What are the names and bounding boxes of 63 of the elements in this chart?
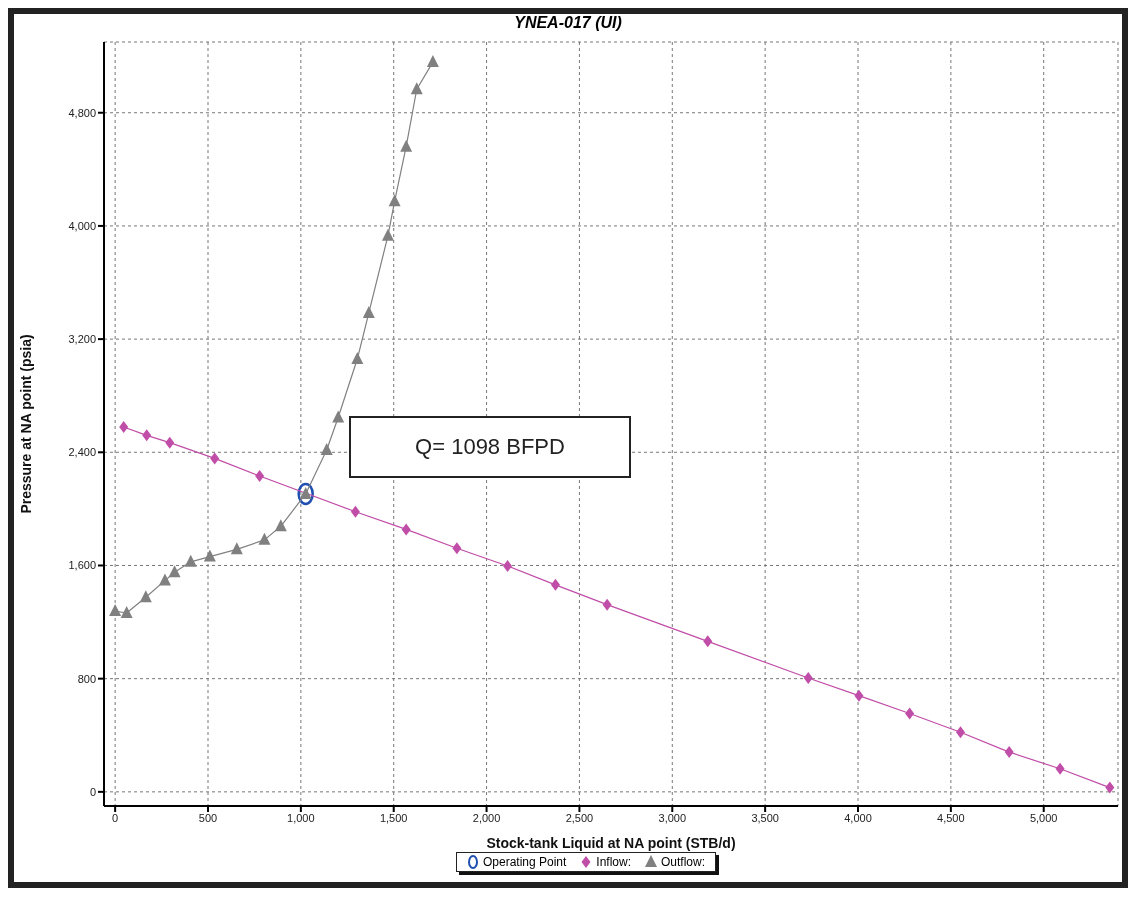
x-tick-label: 500 <box>198 811 218 824</box>
point <box>1055 762 1065 775</box>
point <box>120 606 133 619</box>
point <box>210 452 220 465</box>
point <box>410 82 423 95</box>
y-tick-label: 800 <box>77 672 96 685</box>
point <box>109 604 122 617</box>
point <box>452 542 462 555</box>
point <box>255 470 265 483</box>
point <box>350 505 360 518</box>
point <box>956 726 966 739</box>
legend-label: Outflow: <box>661 855 706 869</box>
x-axis-title: Stock-tank Liquid at NA point (STB/d) <box>486 835 736 851</box>
y-tick-label: 4,000 <box>68 219 96 232</box>
point <box>381 228 394 241</box>
chart-title: YNEA-017 (UI) <box>513 14 623 33</box>
point <box>158 573 171 586</box>
point <box>550 578 560 591</box>
point <box>854 689 864 702</box>
point <box>803 671 813 684</box>
point <box>1105 781 1115 794</box>
point <box>168 565 181 578</box>
x-tick-label: 5,000 <box>1029 811 1058 824</box>
x-tick-label: 3,000 <box>658 811 687 824</box>
y-tick-label: 1,600 <box>68 559 96 572</box>
point <box>230 542 243 555</box>
x-tick-label: 3,500 <box>751 811 779 824</box>
point <box>362 305 375 318</box>
point <box>400 139 413 152</box>
x-tick-label: 0 <box>112 811 119 824</box>
point <box>401 523 411 536</box>
x-tick-label: 2,000 <box>472 811 501 824</box>
point <box>139 590 152 603</box>
point <box>905 707 915 720</box>
point <box>332 410 345 423</box>
y-tick-label: 0 <box>89 785 96 798</box>
x-tick-label: 4,000 <box>844 811 872 824</box>
y-axis-title: Pressure at NA point (psia) <box>17 334 34 514</box>
point <box>703 635 713 648</box>
y-tick-label: 2,400 <box>68 446 96 459</box>
point <box>184 554 197 567</box>
callout-box: Q= 1098 BFPD <box>349 416 631 478</box>
x-tick-label: 1,000 <box>287 811 315 824</box>
x-tick-label: 1,500 <box>379 811 408 824</box>
point <box>503 560 513 573</box>
point <box>320 443 333 456</box>
point <box>602 598 612 611</box>
point <box>426 55 439 68</box>
legend-label: Inflow: <box>596 855 632 869</box>
point <box>258 532 271 545</box>
x-tick-label: 4,500 <box>937 811 965 824</box>
x-tick-label: 2,500 <box>565 811 594 824</box>
legend-label: Operating Point <box>482 855 567 869</box>
point <box>203 549 216 562</box>
y-tick-label: 3,200 <box>68 333 96 346</box>
y-tick-label: 4,800 <box>68 106 96 119</box>
point <box>119 420 129 433</box>
point <box>142 429 152 442</box>
point <box>388 194 401 207</box>
point <box>165 436 175 449</box>
point <box>1004 746 1014 759</box>
point <box>351 352 364 365</box>
point <box>274 519 287 532</box>
